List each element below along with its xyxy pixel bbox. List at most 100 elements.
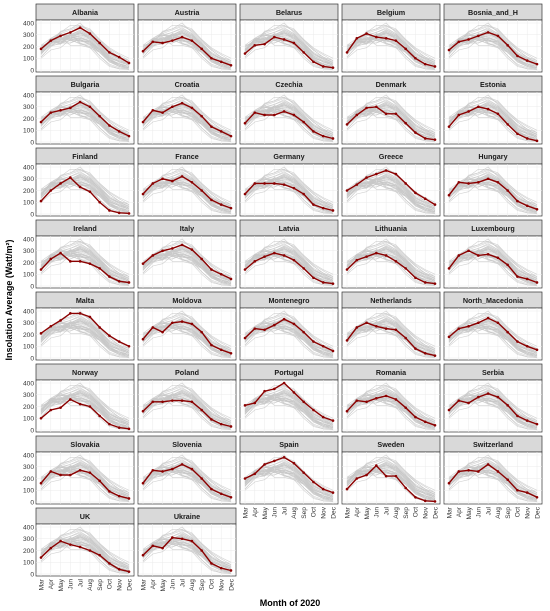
- data-point: [141, 553, 145, 557]
- panel: Poland: [137, 363, 237, 433]
- data-point: [117, 568, 121, 571]
- y-tick-label: 200: [23, 44, 34, 51]
- data-point: [171, 536, 174, 539]
- background-series-line: [244, 313, 334, 349]
- background-series-line: [244, 468, 334, 500]
- data-point: [127, 61, 131, 65]
- background-series-line: [346, 33, 436, 70]
- data-point: [210, 562, 213, 565]
- background-series-line: [142, 180, 232, 212]
- data-point: [59, 182, 62, 185]
- data-point: [229, 496, 233, 499]
- data-point: [312, 60, 315, 64]
- background-series-line: [346, 321, 436, 353]
- data-point: [423, 62, 427, 66]
- panel-title: Germany: [273, 152, 304, 161]
- panel: Latvia: [239, 219, 339, 289]
- y-tick-label: 400: [23, 308, 34, 315]
- background-series-line: [40, 249, 130, 281]
- background-series-line: [346, 39, 436, 70]
- background-series-line: [346, 321, 436, 355]
- background-series-line: [244, 39, 334, 70]
- data-point: [312, 480, 315, 484]
- series-line: [346, 32, 436, 68]
- background-series-line: [346, 457, 436, 493]
- data-point: [200, 330, 203, 334]
- data-point: [161, 546, 164, 550]
- background-series-line: [244, 252, 334, 284]
- x-tick-label: Mar: [344, 506, 351, 518]
- background-series-line: [142, 465, 232, 502]
- background-series-line: [346, 317, 436, 351]
- background-series-line: [448, 180, 538, 212]
- data-point: [108, 490, 111, 493]
- background-series-line: [346, 25, 436, 61]
- panel-title: Switzerland: [473, 440, 513, 449]
- data-point: [243, 121, 247, 125]
- background-series-line: [244, 399, 334, 430]
- data-point: [117, 426, 121, 429]
- series-line: [244, 456, 334, 494]
- data-point: [447, 125, 451, 129]
- y-tick-label: 200: [23, 188, 34, 195]
- background-series-line: [244, 25, 334, 61]
- background-series-line: [40, 177, 130, 209]
- panel-title: Croatia: [175, 80, 201, 89]
- data-point: [345, 339, 349, 342]
- data-point: [263, 182, 266, 185]
- data-point: [384, 474, 388, 478]
- series-line: [142, 102, 232, 137]
- background-series-line: [244, 36, 334, 68]
- data-point: [210, 125, 213, 129]
- data-point: [98, 41, 101, 45]
- background-series-line: [244, 393, 334, 427]
- series-line: [40, 252, 130, 284]
- data-point: [312, 130, 315, 133]
- x-tick-label: Jul: [179, 578, 186, 587]
- background-series-line: [244, 240, 334, 277]
- background-series-line: [244, 465, 334, 497]
- data-point: [161, 249, 164, 253]
- x-tick-label: Jul: [77, 578, 84, 587]
- y-tick-label: 0: [30, 139, 34, 146]
- background-series-line: [40, 105, 130, 139]
- panel: North_Macedonia: [443, 291, 543, 361]
- series-line: [244, 318, 334, 352]
- data-point: [180, 463, 184, 466]
- background-series-line: [244, 171, 334, 208]
- background-series-line: [346, 169, 436, 203]
- background-series-line: [142, 183, 232, 214]
- panel-title: Serbia: [482, 368, 505, 377]
- data-point: [190, 39, 194, 42]
- data-point: [190, 106, 194, 110]
- background-series-line: [40, 96, 130, 133]
- data-point: [229, 352, 233, 355]
- data-point: [263, 463, 266, 466]
- background-series-line: [346, 385, 436, 419]
- y-tick-label: 300: [23, 176, 34, 183]
- y-tick-label: 0: [30, 67, 34, 74]
- data-point: [151, 544, 155, 548]
- background-series-line: [142, 249, 232, 283]
- data-point: [433, 203, 437, 206]
- data-point: [535, 208, 539, 211]
- x-tick-label: Sep: [199, 579, 206, 591]
- data-point: [423, 352, 427, 355]
- background-series-line: [448, 385, 538, 421]
- background-series-line: [346, 327, 436, 358]
- data-point: [331, 137, 335, 140]
- series-line: [346, 169, 436, 206]
- background-series-line: [40, 321, 130, 355]
- background-series-line: [346, 459, 436, 496]
- data-point: [88, 471, 92, 474]
- data-point: [98, 414, 101, 418]
- data-point: [141, 337, 145, 341]
- panel-title: Sweden: [377, 440, 404, 449]
- x-axis-title: Month of 2020: [260, 598, 321, 608]
- background-series-line: [448, 168, 538, 205]
- data-point: [302, 51, 305, 54]
- data-point: [375, 172, 378, 176]
- series-line: [244, 36, 334, 69]
- y-tick-label: 300: [23, 392, 34, 399]
